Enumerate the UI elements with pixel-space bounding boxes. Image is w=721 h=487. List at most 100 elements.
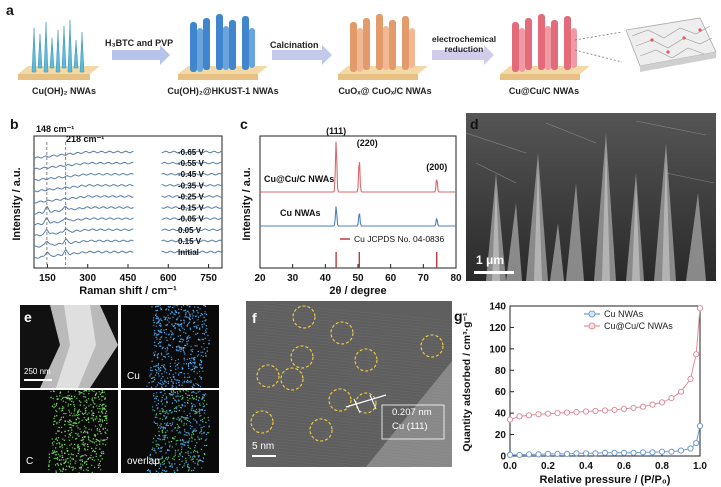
panel-a-label: a — [6, 2, 14, 18]
b-spectrum-line — [33, 217, 223, 226]
eds-dot — [196, 463, 199, 465]
eds-dot — [172, 417, 174, 420]
eds-dot — [88, 421, 90, 423]
eds-dot — [161, 373, 163, 375]
eds-dot — [80, 439, 82, 442]
eds-dot — [97, 396, 100, 398]
eds-dot — [161, 429, 163, 432]
panel-d-sem-image: 1 μm — [466, 113, 716, 281]
eds-dot — [201, 346, 203, 348]
eds-dot — [159, 450, 161, 453]
eds-dot — [91, 390, 94, 392]
eds-dot — [165, 452, 167, 454]
eds-dot — [173, 376, 175, 378]
eds-dot — [159, 369, 162, 372]
eds-dot — [83, 430, 86, 432]
eds-dot — [198, 363, 201, 365]
arrow-2-label: Calcination — [270, 40, 319, 50]
lattice-fringe — [246, 342, 452, 364]
g-data-point — [677, 447, 685, 454]
eds-dot — [159, 465, 162, 467]
eds-dot — [192, 418, 195, 420]
eds-dot — [151, 463, 153, 466]
eds-dot — [154, 369, 157, 371]
eds-dot — [151, 458, 153, 461]
eds-dot — [149, 457, 151, 459]
eds-dot — [184, 417, 186, 419]
eds-dot — [165, 324, 167, 327]
eds-dot — [74, 467, 76, 469]
eds-dot — [175, 305, 177, 306]
eds-dot — [190, 409, 192, 411]
eds-dot — [156, 316, 158, 318]
eds-dot — [67, 397, 69, 399]
eds-dot — [69, 414, 71, 417]
eds-dot — [163, 463, 166, 465]
eds-dot — [189, 315, 191, 317]
eds-dot — [169, 444, 171, 446]
eds-dot — [157, 459, 159, 461]
eds-dot — [61, 454, 63, 457]
lattice-fringe — [246, 351, 452, 373]
e-cu-map: Cu — [121, 305, 219, 388]
eds-dot — [176, 406, 178, 408]
eds-dot — [159, 412, 161, 415]
eds-dot — [187, 446, 190, 448]
eds-dot — [70, 443, 73, 445]
eds-dot — [169, 422, 171, 425]
eds-dot — [171, 334, 173, 336]
eds-dot — [169, 313, 172, 315]
eds-dot — [86, 431, 89, 433]
arrow-1 — [112, 45, 170, 65]
eds-dot — [60, 470, 62, 472]
eds-dot — [192, 409, 194, 412]
eds-dot — [199, 308, 201, 310]
eds-dot — [188, 454, 190, 457]
eds-dot — [161, 408, 163, 410]
eds-dot — [98, 405, 100, 407]
eds-dot — [187, 417, 189, 419]
eds-dot — [195, 392, 197, 394]
eds-dot — [101, 408, 104, 411]
eds-dot — [100, 432, 102, 435]
eds-dot — [193, 429, 195, 431]
eds-dot — [177, 335, 179, 337]
eds-dot — [74, 396, 76, 398]
c-xtick-label: 30 — [287, 273, 299, 284]
eds-dot — [59, 392, 61, 395]
eds-dot — [206, 403, 208, 405]
eds-dot — [70, 453, 73, 455]
eds-dot — [165, 372, 168, 374]
eds-dot — [60, 399, 62, 401]
c-xtick-label: 20 — [254, 273, 266, 284]
eds-dot — [156, 338, 158, 340]
eds-dot — [196, 450, 198, 453]
eds-dot — [153, 448, 156, 450]
arrow-1-label: H₃BTC and PVP — [105, 38, 174, 48]
lattice-fringe — [246, 312, 452, 334]
eds-dot — [176, 423, 178, 426]
eds-dot — [71, 447, 74, 449]
eds-dot — [106, 422, 108, 425]
eds-dot — [61, 445, 63, 447]
eds-dot — [193, 359, 195, 361]
eds-dot — [94, 425, 97, 427]
eds-dot — [189, 447, 191, 450]
eds-dot — [188, 381, 190, 383]
eds-dot — [174, 362, 176, 364]
eds-dot — [75, 460, 77, 462]
eds-dot — [56, 423, 58, 425]
eds-dot — [156, 384, 159, 386]
eds-dot — [103, 403, 105, 405]
eds-dot — [191, 386, 193, 388]
eds-dot — [63, 407, 65, 409]
eds-dot — [54, 464, 57, 466]
eds-dot — [160, 450, 163, 452]
eds-dot — [164, 348, 166, 350]
eds-dot — [153, 376, 155, 379]
eds-dot — [154, 435, 157, 437]
g-data-point — [611, 406, 618, 414]
eds-dot — [161, 418, 164, 421]
stage2-label: Cu(OH)₂@HKUST-1 NWAs — [167, 86, 279, 96]
eds-dot — [180, 326, 183, 328]
